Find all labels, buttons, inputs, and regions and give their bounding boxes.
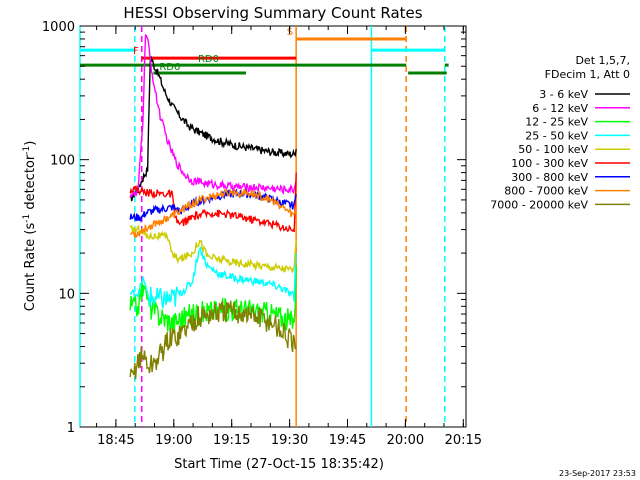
x-axis-label: Start Time (27-Oct-15 18:35:42) (174, 457, 384, 472)
legend-label-25-50-kev: 25 - 50 keV (525, 129, 588, 142)
legend-header-detectors: Det 1,5,7, (575, 54, 630, 67)
legend-label-300-800-kev: 300 - 800 keV (511, 171, 588, 184)
x-tick-label-20-00: 20:00 (387, 433, 424, 448)
x-tick-label-20-15: 20:15 (445, 433, 482, 448)
y-tick-label-10: 10 (58, 287, 75, 302)
y-axis-label: Count Rate (s-1 detector-1) (22, 141, 38, 312)
x-axis-ticks: 18:45 19:00 19:15 19:30 19:45 20:00 20:15 (96, 26, 482, 448)
series-line-50-100-kev (129, 224, 297, 273)
legend-label-100-300-kev: 100 - 300 keV (511, 157, 588, 170)
y-axis-label-sup1: -1 (22, 214, 32, 223)
x-tick-label-19-30: 19:30 (271, 433, 308, 448)
y-tick-label-1: 1 (67, 421, 75, 436)
legend-header-decimation: FDecim 1, Att 0 (545, 68, 630, 81)
x-tick-label-19-15: 19:15 (213, 433, 250, 448)
x-tick-label-19-00: 19:00 (155, 433, 192, 448)
y-tick-label-1000: 1000 (42, 20, 75, 35)
legend-label-3-6-kev: 3 - 6 keV (539, 88, 588, 101)
vertical-marker-lines (79, 26, 446, 427)
x-tick-label-18-45: 18:45 (97, 433, 134, 448)
y-axis-label-main: Count Rate (s (23, 223, 38, 312)
x-tick-label-19-45: 19:45 (329, 433, 366, 448)
status-bar-label-rd0: RD0 (198, 54, 219, 65)
legend-label-6-12-kev: 6 - 12 keV (532, 102, 588, 115)
y-axis-label-sup2: -1 (22, 146, 32, 155)
status-bar-label-f: F (133, 46, 139, 57)
status-bar-label-rd6: RD6 (159, 62, 180, 73)
legend-label-50-100-kev: 50 - 100 keV (518, 143, 588, 156)
y-tick-label-100: 100 (50, 154, 75, 169)
series-line-800-7000-kev (130, 188, 297, 240)
observing-status-bars: FSRD0RD6 (80, 27, 449, 75)
y-axis-label-end: ) (23, 141, 38, 146)
series-line-7000-20000-kev (129, 300, 297, 380)
legend-label-800-7000-kev: 800 - 7000 keV (504, 185, 588, 198)
legend-label-7000-20000-kev: 7000 - 20000 keV (490, 198, 588, 211)
legend-label-12-25-kev: 12 - 25 keV (525, 116, 588, 129)
series-line-6-12-kev (129, 33, 297, 198)
footer-timestamp: 23-Sep-2017 23:53 (559, 469, 636, 478)
series-lines (129, 33, 297, 380)
y-axis-ticks: 1 10 100 1000 (42, 20, 466, 436)
series-line-25-50-kev (129, 246, 297, 309)
y-axis-label-mid: detector (23, 154, 38, 214)
series-line-100-300-kev (129, 172, 297, 233)
chart-title: HESSI Observing Summary Count Rates (123, 4, 422, 22)
series-line-3-6-kev (129, 55, 297, 202)
